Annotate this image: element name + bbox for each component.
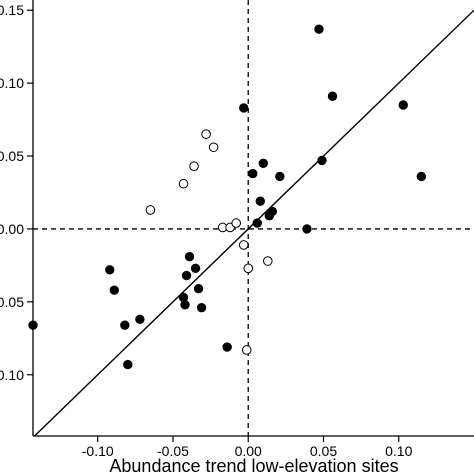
filled-point: [252, 218, 262, 228]
y-tick-label: 0.15: [0, 2, 24, 18]
filled-point: [317, 155, 327, 166]
filled-point: [120, 320, 130, 330]
x-tick-label: -0.10: [82, 443, 114, 459]
filled-point: [181, 270, 192, 281]
axes-layer: [27, 0, 474, 442]
filled-point: [327, 91, 338, 101]
filled-point: [416, 171, 427, 182]
open-point: [238, 240, 249, 250]
data-points: [28, 24, 427, 370]
filled-point: [314, 24, 324, 34]
filled-point: [222, 342, 232, 352]
filled-point: [184, 251, 195, 262]
x-tick-label: 0.00: [235, 443, 262, 459]
open-point: [231, 218, 241, 228]
filled-point: [190, 263, 201, 274]
open-point: [208, 142, 219, 153]
reference-lines: [33, 0, 474, 437]
open-point: [189, 161, 199, 172]
filled-point: [248, 168, 258, 179]
filled-point: [135, 314, 145, 325]
filled-point: [258, 158, 268, 169]
filled-point: [275, 171, 285, 182]
filled-point: [255, 196, 265, 206]
open-point: [241, 345, 252, 355]
y-tick-label: 0.10: [0, 75, 24, 91]
filled-point: [398, 100, 408, 110]
filled-point: [109, 285, 119, 295]
filled-point: [196, 302, 207, 313]
x-tick-label: -0.05: [157, 443, 189, 459]
open-point: [178, 178, 189, 189]
open-point: [262, 256, 273, 266]
tick-labels: -0.10 -0.05 0.00 0.05 0.10 0.15 0.10 0.05 0.00 0.…: [0, 2, 413, 459]
x-axis-title: Abundance trend low-elevation sites: [109, 456, 398, 474]
y-tick-label: 0.10: [0, 367, 24, 383]
open-point: [243, 263, 254, 274]
x-tick-label: 0.10: [385, 443, 412, 459]
filled-point: [123, 359, 133, 370]
open-point: [145, 205, 156, 215]
x-tick-label: 0.05: [310, 443, 337, 459]
filled-point: [28, 320, 38, 330]
filled-point: [302, 224, 312, 234]
y-tick-label: 0.05: [0, 148, 24, 164]
y-tick-label: 0.05: [0, 294, 24, 310]
filled-point: [193, 284, 204, 294]
filled-point: [105, 265, 115, 275]
y-tick-label: 0.00: [0, 221, 24, 237]
filled-point: [239, 103, 249, 113]
filled-point: [267, 206, 278, 217]
open-point: [201, 129, 211, 139]
filled-point: [180, 300, 190, 310]
